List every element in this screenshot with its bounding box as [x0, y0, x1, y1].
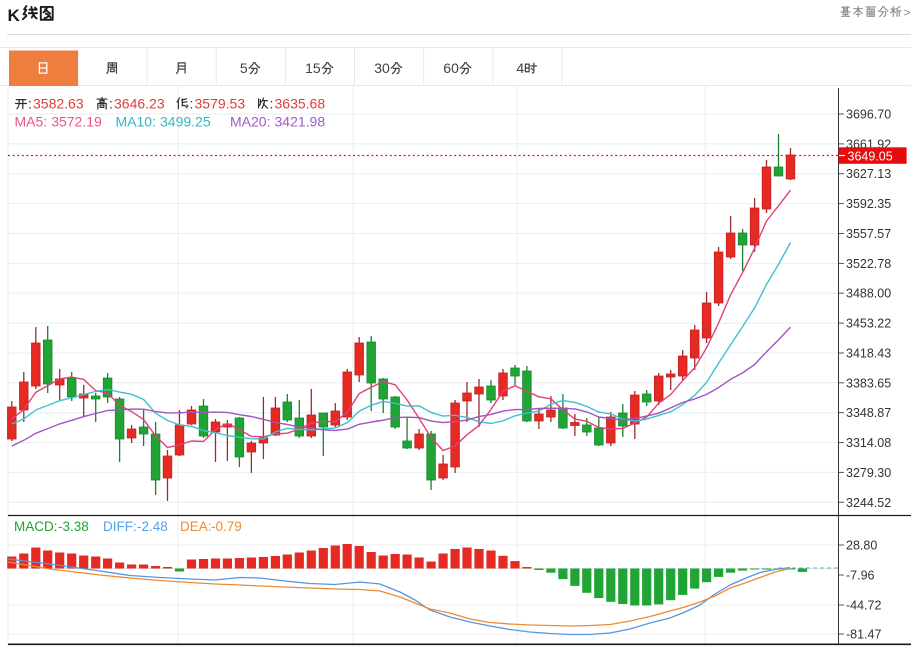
svg-text:3572.19: 3572.19	[51, 114, 102, 130]
svg-text:3522.78: 3522.78	[846, 257, 891, 271]
svg-text:MA10:: MA10:	[116, 114, 156, 130]
svg-text:3453.22: 3453.22	[846, 317, 891, 331]
svg-text:30: 30	[374, 60, 390, 76]
svg-text:3383.65: 3383.65	[846, 376, 891, 390]
svg-text:3592.35: 3592.35	[846, 197, 891, 211]
svg-text:15: 15	[305, 60, 321, 76]
svg-text:4: 4	[516, 60, 524, 76]
svg-text:-44.72: -44.72	[846, 599, 881, 613]
svg-text::: :	[109, 96, 113, 112]
svg-text:>: >	[904, 6, 911, 20]
svg-text:DIFF:: DIFF:	[103, 519, 137, 534]
svg-text:5: 5	[240, 60, 248, 76]
svg-text::: :	[190, 96, 194, 112]
svg-text:3488.00: 3488.00	[846, 287, 891, 301]
svg-text:K: K	[8, 6, 21, 25]
svg-text:3421.98: 3421.98	[275, 114, 326, 130]
svg-text:3582.63: 3582.63	[33, 96, 84, 112]
svg-text:60: 60	[443, 60, 459, 76]
svg-text:3557.57: 3557.57	[846, 227, 891, 241]
svg-text:3649.05: 3649.05	[848, 150, 893, 164]
svg-text:MA5:: MA5:	[15, 114, 48, 130]
svg-text:3696.70: 3696.70	[846, 108, 891, 122]
svg-text:3499.25: 3499.25	[160, 114, 211, 130]
svg-text:3579.53: 3579.53	[195, 96, 246, 112]
svg-text:3314.08: 3314.08	[846, 436, 891, 450]
svg-text:3635.68: 3635.68	[275, 96, 326, 112]
svg-text:3646.23: 3646.23	[114, 96, 165, 112]
svg-text:MACD:: MACD:	[14, 519, 58, 534]
svg-text:MA20:: MA20:	[230, 114, 270, 130]
svg-text:-81.47: -81.47	[846, 628, 881, 642]
svg-text:-0.79: -0.79	[211, 519, 242, 534]
svg-text:-3.38: -3.38	[58, 519, 89, 534]
svg-text:-2.48: -2.48	[137, 519, 168, 534]
svg-text:3418.43: 3418.43	[846, 347, 891, 361]
svg-text:DEA:: DEA:	[180, 519, 212, 534]
svg-text:3348.87: 3348.87	[846, 406, 891, 420]
svg-text:3244.52: 3244.52	[846, 496, 891, 510]
svg-text::: :	[270, 96, 274, 112]
svg-text:28.80: 28.80	[846, 539, 877, 553]
svg-text:3627.13: 3627.13	[846, 167, 891, 181]
svg-text:3279.30: 3279.30	[846, 466, 891, 480]
svg-text:-7.96: -7.96	[846, 569, 875, 583]
svg-text::: :	[28, 96, 32, 112]
